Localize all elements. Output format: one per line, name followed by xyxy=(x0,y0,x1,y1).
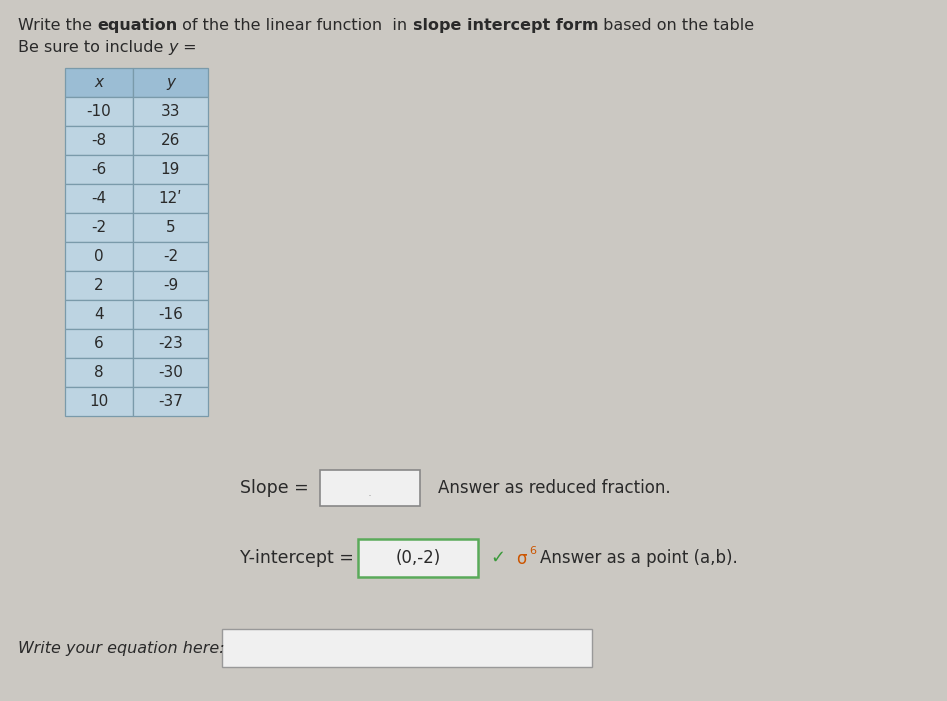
Text: Write your equation here:: Write your equation here: xyxy=(18,641,224,655)
Text: 5: 5 xyxy=(166,220,175,235)
FancyBboxPatch shape xyxy=(133,97,208,126)
Text: of the the linear function  in: of the the linear function in xyxy=(177,18,413,33)
Text: -6: -6 xyxy=(91,162,107,177)
Text: 33: 33 xyxy=(161,104,180,119)
Text: -30: -30 xyxy=(158,365,183,380)
Text: x: x xyxy=(95,75,103,90)
FancyBboxPatch shape xyxy=(133,271,208,300)
Text: 10: 10 xyxy=(89,394,109,409)
FancyBboxPatch shape xyxy=(65,271,133,300)
Text: 8: 8 xyxy=(94,365,104,380)
Text: .: . xyxy=(368,486,372,498)
Text: σ: σ xyxy=(516,550,527,568)
FancyBboxPatch shape xyxy=(133,358,208,387)
FancyBboxPatch shape xyxy=(133,184,208,213)
FancyBboxPatch shape xyxy=(65,126,133,155)
Text: Y-intercept =: Y-intercept = xyxy=(240,549,359,567)
Text: 12ʹ: 12ʹ xyxy=(159,191,182,206)
FancyBboxPatch shape xyxy=(358,539,478,577)
FancyBboxPatch shape xyxy=(65,213,133,242)
FancyBboxPatch shape xyxy=(65,184,133,213)
Text: equation: equation xyxy=(98,18,177,33)
Text: =: = xyxy=(178,40,197,55)
FancyBboxPatch shape xyxy=(133,155,208,184)
Text: -2: -2 xyxy=(92,220,107,235)
Text: y: y xyxy=(169,40,178,55)
FancyBboxPatch shape xyxy=(133,300,208,329)
FancyBboxPatch shape xyxy=(133,213,208,242)
FancyBboxPatch shape xyxy=(65,329,133,358)
Text: -2: -2 xyxy=(163,249,178,264)
Text: 4: 4 xyxy=(94,307,104,322)
Text: 6: 6 xyxy=(94,336,104,351)
Text: 26: 26 xyxy=(161,133,180,148)
FancyBboxPatch shape xyxy=(65,358,133,387)
FancyBboxPatch shape xyxy=(133,387,208,416)
Text: based on the table: based on the table xyxy=(599,18,754,33)
FancyBboxPatch shape xyxy=(133,242,208,271)
FancyBboxPatch shape xyxy=(65,242,133,271)
Text: -10: -10 xyxy=(86,104,112,119)
Text: -8: -8 xyxy=(92,133,107,148)
Text: Answer as reduced fraction.: Answer as reduced fraction. xyxy=(438,479,670,497)
Text: -23: -23 xyxy=(158,336,183,351)
FancyBboxPatch shape xyxy=(65,68,133,97)
Text: y: y xyxy=(166,75,175,90)
Text: (0,-2): (0,-2) xyxy=(396,549,440,567)
Text: Slope =: Slope = xyxy=(240,479,314,497)
FancyBboxPatch shape xyxy=(133,126,208,155)
FancyBboxPatch shape xyxy=(133,68,208,97)
FancyBboxPatch shape xyxy=(65,387,133,416)
Text: ✓: ✓ xyxy=(490,549,505,567)
Text: -4: -4 xyxy=(92,191,107,206)
Text: Write the: Write the xyxy=(18,18,98,33)
Text: slope intercept form: slope intercept form xyxy=(413,18,599,33)
Text: 19: 19 xyxy=(161,162,180,177)
FancyBboxPatch shape xyxy=(65,155,133,184)
Text: -16: -16 xyxy=(158,307,183,322)
Text: Be sure to include: Be sure to include xyxy=(18,40,169,55)
FancyBboxPatch shape xyxy=(65,97,133,126)
Text: -37: -37 xyxy=(158,394,183,409)
Text: 2: 2 xyxy=(94,278,104,293)
FancyBboxPatch shape xyxy=(133,329,208,358)
Text: -9: -9 xyxy=(163,278,178,293)
Text: 0: 0 xyxy=(94,249,104,264)
Text: 6: 6 xyxy=(529,546,536,556)
Text: Answer as a point (a,b).: Answer as a point (a,b). xyxy=(540,549,738,567)
FancyBboxPatch shape xyxy=(222,629,592,667)
FancyBboxPatch shape xyxy=(320,470,420,506)
FancyBboxPatch shape xyxy=(65,300,133,329)
